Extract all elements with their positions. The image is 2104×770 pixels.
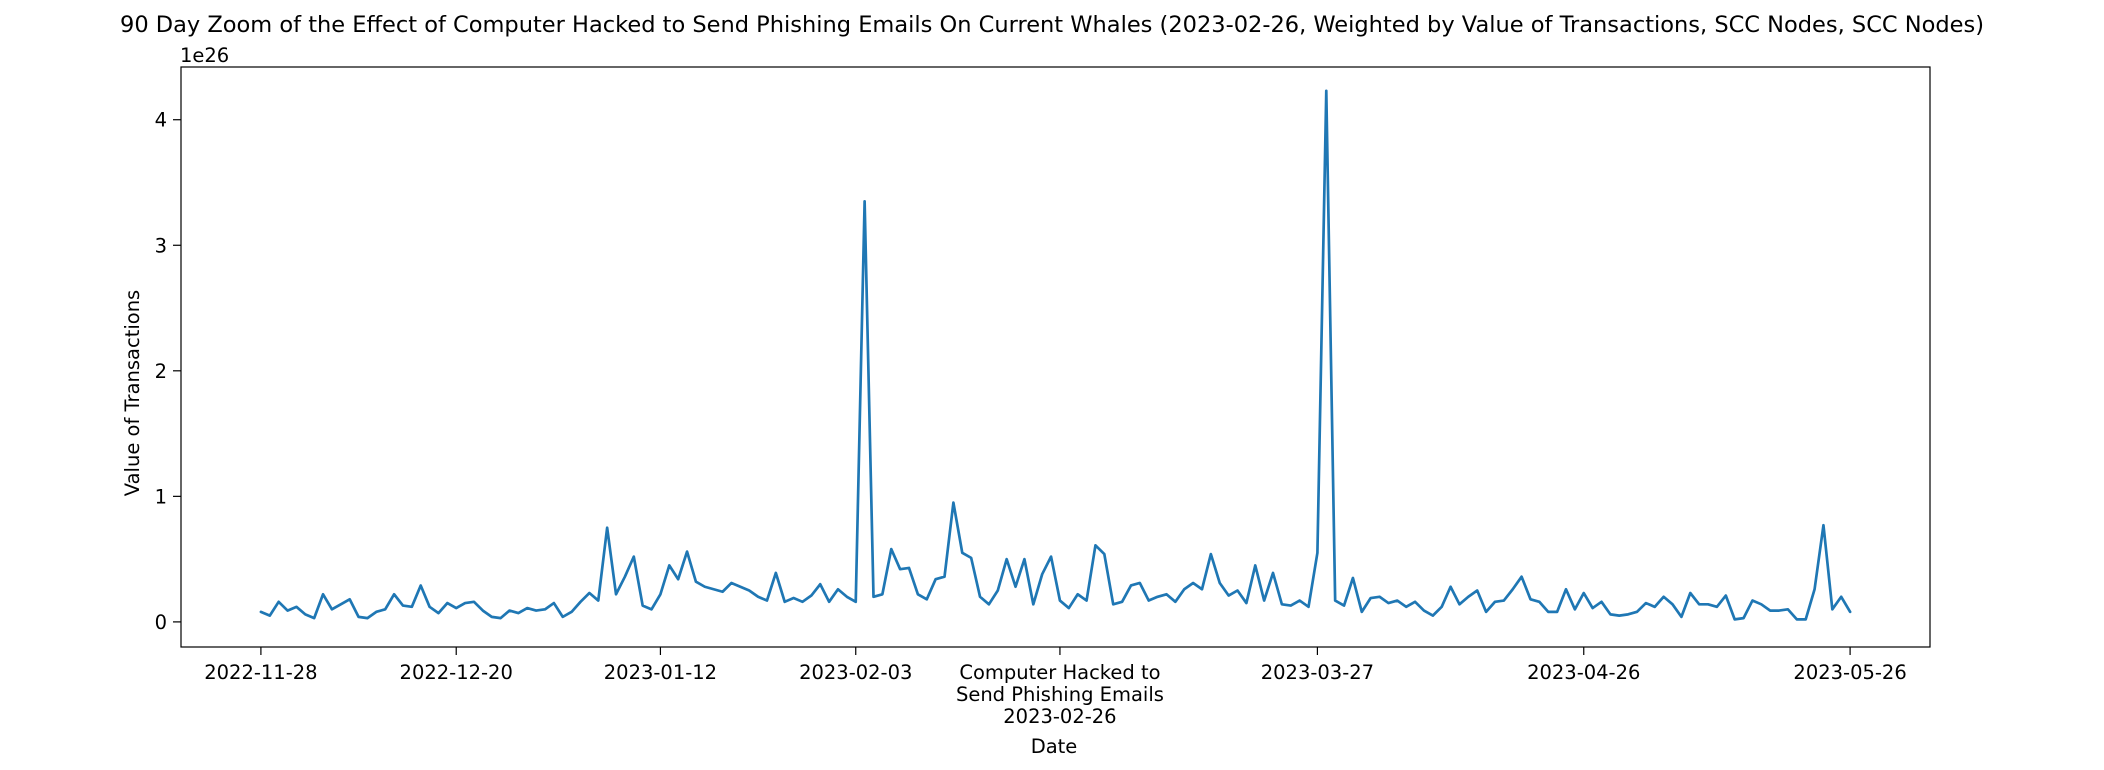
y-tick-label: 3 [155, 234, 167, 257]
y-axis-label: Value of Transactions [121, 290, 144, 496]
x-tick-label: 2023-03-27 [1261, 661, 1374, 684]
chart-title: 90 Day Zoom of the Effect of Computer Ha… [120, 12, 1984, 38]
y-tick-label: 0 [155, 611, 167, 634]
x-tick-label: 2023-05-26 [1793, 661, 1906, 684]
x-tick-label: 2023-01-12 [604, 661, 717, 684]
x-tick-label: 2023-02-03 [799, 661, 912, 684]
x-axis-label: Date [1031, 735, 1078, 758]
series-line [259, 89, 1852, 621]
x-axis: 2022-11-28 2022-12-20 2023-01-12 2023-02-03… [204, 647, 1907, 728]
y-tick-label: 1 [155, 485, 167, 508]
event-marker-label: Computer Hacked to Send Phishing Emails 20… [956, 661, 1164, 728]
x-tick-label: 2022-11-28 [204, 661, 317, 684]
x-tick-label: 2022-12-20 [400, 661, 513, 684]
plot-area [180, 66, 1931, 648]
y-axis: 0 1 2 3 4 [155, 109, 181, 634]
y-axis-offset-label: 1e26 [180, 44, 229, 67]
y-tick-label: 4 [155, 109, 167, 132]
plot-frame [180, 66, 1931, 648]
y-tick-label: 2 [155, 360, 167, 383]
x-tick-label: 2023-04-26 [1527, 661, 1640, 684]
